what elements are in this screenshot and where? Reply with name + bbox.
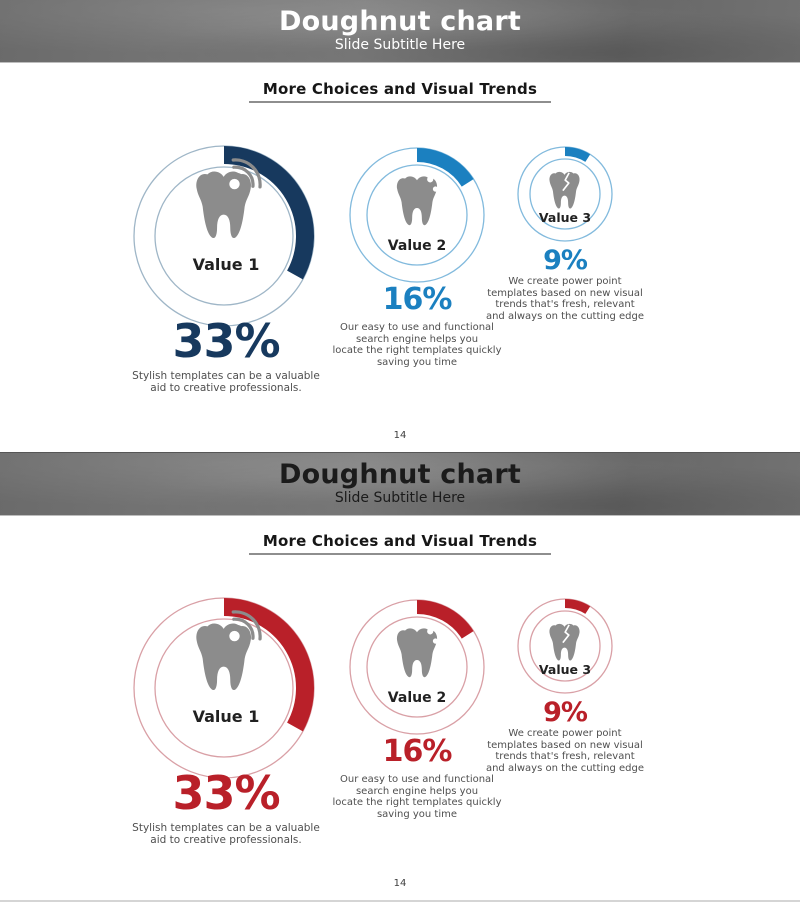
doughnut-chart-value2: Value 2 16% Our easy to use and function… — [297, 597, 537, 829]
section-heading: More Choices and Visual Trends — [262, 532, 538, 550]
doughnut-ring — [349, 147, 485, 283]
percent-value: 16% — [382, 734, 453, 769]
chart-caption: We create power point templates based on… — [485, 276, 645, 322]
chart-caption: Stylish templates can be a valuable aid … — [132, 370, 320, 394]
tooth-crack-icon — [549, 623, 580, 661]
page-number: 14 — [393, 430, 407, 441]
slide-title: Doughnut chart — [279, 6, 521, 37]
heading-underline — [249, 553, 551, 555]
tooth-signal-icon — [196, 158, 262, 239]
section-heading-wrap: More Choices and Visual Trends — [0, 80, 800, 103]
tooth-signal-icon — [196, 610, 262, 691]
value-label: Value 3 — [538, 210, 592, 225]
slide-doughnut-blue: Doughnut chart Slide Subtitle Here More … — [0, 0, 800, 441]
value-label: Value 2 — [387, 238, 447, 254]
page-number: 14 — [393, 878, 407, 889]
slide-header: Doughnut chart Slide Subtitle Here — [0, 452, 800, 516]
value-label: Value 1 — [192, 707, 260, 726]
tooth-icon — [396, 628, 439, 678]
slide-subtitle: Slide Subtitle Here — [334, 37, 466, 54]
doughnut-chart-value1: Value 1 33% Stylish templates can be a v… — [104, 596, 348, 858]
section-heading-wrap: More Choices and Visual Trends — [0, 532, 800, 555]
doughnut-chart-value2: Value 2 16% Our easy to use and function… — [297, 145, 537, 377]
doughnut-ring — [517, 598, 613, 694]
doughnut-chart-value1: Value 1 33% Stylish templates can be a v… — [104, 144, 348, 406]
doughnut-ring — [133, 145, 315, 327]
doughnut-chart-value3: Value 3 9% We create power point templat… — [455, 145, 675, 333]
chart-caption: Our easy to use and functional search en… — [332, 322, 502, 368]
doughnut-ring — [349, 599, 485, 735]
slide-title: Doughnut chart — [279, 459, 521, 490]
doughnut-ring — [517, 146, 613, 242]
section-heading: More Choices and Visual Trends — [262, 80, 538, 98]
slide-header: Doughnut chart Slide Subtitle Here — [0, 0, 800, 63]
chart-caption: Stylish templates can be a valuable aid … — [132, 822, 320, 846]
slide-subtitle: Slide Subtitle Here — [334, 490, 466, 507]
slide-doughnut-red: Doughnut chart Slide Subtitle Here More … — [0, 452, 800, 902]
doughnut-chart-value3: Value 3 9% We create power point templat… — [455, 597, 675, 785]
chart-caption: We create power point templates based on… — [485, 728, 645, 774]
percent-value: 9% — [543, 697, 588, 728]
value-label: Value 1 — [192, 255, 260, 274]
chart-caption: Our easy to use and functional search en… — [332, 774, 502, 820]
value-label: Value 3 — [538, 662, 592, 677]
heading-underline — [249, 101, 551, 103]
percent-value: 16% — [382, 282, 453, 317]
doughnut-ring — [133, 597, 315, 779]
percent-value: 33% — [172, 766, 280, 820]
percent-value: 9% — [543, 245, 588, 276]
tooth-icon — [396, 176, 439, 226]
percent-value: 33% — [172, 314, 280, 368]
value-label: Value 2 — [387, 690, 447, 706]
tooth-crack-icon — [549, 171, 580, 209]
